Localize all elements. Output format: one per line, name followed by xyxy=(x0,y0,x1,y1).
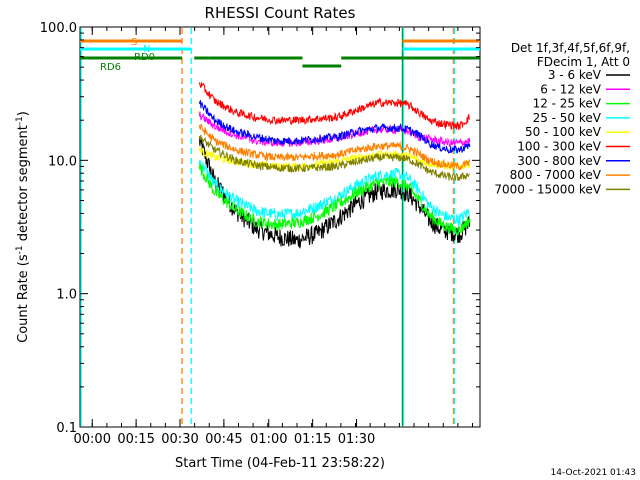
series-line xyxy=(198,100,471,154)
legend-entry-label: 50 - 100 keV xyxy=(525,125,602,139)
attenuator-annotations: SN RD6 RD0 xyxy=(80,37,480,73)
y-tick-label: 10.0 xyxy=(48,154,77,169)
y-axis-label: Count Rate (s-1 detector segment-1) xyxy=(15,111,31,343)
y-axis-label-part-3: ) xyxy=(16,111,31,116)
y-axis-label-sup-1: -1 xyxy=(15,245,25,254)
y-tick-label: 0.1 xyxy=(56,421,77,436)
series-line xyxy=(198,134,470,181)
x-tick-label: 01:30 xyxy=(338,432,375,447)
y-axis-label-part-2: detector segment xyxy=(16,125,31,245)
x-tick-label: 00:45 xyxy=(205,432,242,447)
annotation-label: RD0 xyxy=(134,52,155,63)
generation-timestamp: 14-Oct-2021 01:43 xyxy=(551,468,636,478)
series-line xyxy=(198,159,470,226)
legend: Det 1f,3f,4f,5f,6f,9f, FDecim 1, Att 0 3… xyxy=(494,41,630,196)
series-line xyxy=(198,135,471,249)
legend-entry-label: 12 - 25 keV xyxy=(533,97,602,111)
annotation-label: RD6 xyxy=(100,62,121,73)
legend-entry-label: 6 - 12 keV xyxy=(540,82,602,96)
y-tick-label: 1.0 xyxy=(56,288,77,303)
legend-entry-label: 7000 - 15000 keV xyxy=(494,182,601,196)
vertical-markers xyxy=(80,28,456,426)
x-tick-label: 00:30 xyxy=(161,432,198,447)
legend-header-line-1: Det 1f,3f,4f,5f,6f,9f, xyxy=(511,41,630,55)
series-line xyxy=(198,82,471,130)
legend-entry-label: 25 - 50 keV xyxy=(533,111,602,125)
annotation-label: S xyxy=(131,37,137,48)
x-tick-label: 00:00 xyxy=(74,432,111,447)
y-tick-label: 100.0 xyxy=(40,21,77,36)
legend-entry-label: 800 - 7000 keV xyxy=(510,168,602,182)
legend-entry-label: 3 - 6 keV xyxy=(548,68,602,82)
x-tick-label: 00:15 xyxy=(117,432,154,447)
y-axis-label-part-1: Count Rate (s xyxy=(16,254,31,343)
legend-entry-label: 300 - 800 keV xyxy=(517,154,601,168)
y-axis: 0.1 1.0 10.0 100.0 xyxy=(40,21,480,436)
chart-title: RHESSI Count Rates xyxy=(205,4,356,22)
plot-area-frame xyxy=(79,26,481,428)
x-tick-label: 01:00 xyxy=(250,432,287,447)
x-tick-label: 01:15 xyxy=(294,432,331,447)
series-group xyxy=(198,82,471,249)
series-line xyxy=(198,124,471,171)
series-line xyxy=(198,163,471,237)
y-axis-label-sup-2: -1 xyxy=(15,116,25,125)
legend-entry-label: 100 - 300 keV xyxy=(517,140,601,154)
x-axis-label: Start Time (04-Feb-11 23:58:22) xyxy=(175,456,385,471)
series-line xyxy=(198,111,471,148)
annotation-label: N xyxy=(143,44,150,55)
x-axis: 00:00 00:15 00:30 00:45 01:00 01:15 01:30 xyxy=(74,27,474,447)
legend-header-line-2: FDecim 1, Att 0 xyxy=(537,55,630,69)
